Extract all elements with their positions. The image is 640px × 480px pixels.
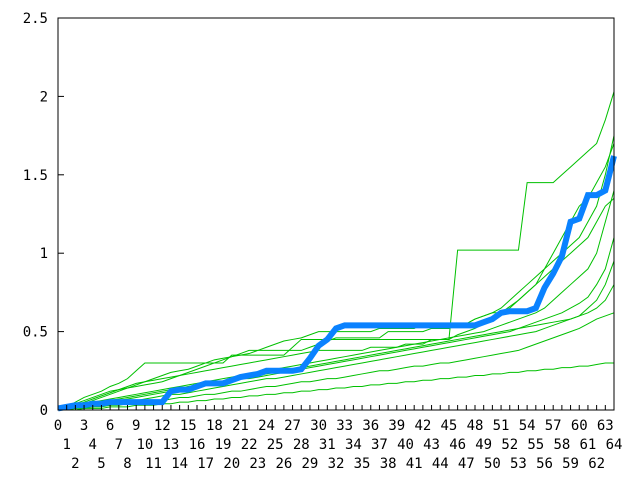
x-tick-label: 44	[432, 456, 449, 472]
x-tick-label: 62	[588, 456, 605, 472]
x-tick-label: 37	[371, 437, 388, 453]
x-tick-label: 2	[71, 456, 79, 472]
x-tick-label: 48	[467, 418, 484, 434]
x-tick-label: 54	[519, 418, 536, 434]
x-tick-label: 19	[215, 437, 232, 453]
y-axis: 0 0.5 1 1.5 2 2.5	[23, 11, 64, 419]
x-tick-label: 26	[275, 456, 292, 472]
series-line-3	[58, 237, 615, 411]
x-tick-label: 49	[475, 437, 492, 453]
x-tick-label: 63	[597, 418, 614, 434]
y-tick-label: 0	[40, 403, 48, 419]
x-tick-label: 56	[536, 456, 553, 472]
x-tick-label: 55	[527, 437, 544, 453]
x-tick-label: 8	[123, 456, 131, 472]
x-tick-label: 13	[163, 437, 180, 453]
x-tick-label: 0	[54, 418, 62, 434]
x-tick-label: 34	[345, 437, 362, 453]
y-tick-label: 2.5	[23, 11, 48, 27]
x-axis: 0123456789101112131415161718192021222324…	[54, 405, 623, 472]
x-tick-label: 28	[293, 437, 310, 453]
series-line-8	[57, 197, 615, 411]
highlight-series-line	[57, 155, 617, 412]
series-line-6	[57, 143, 615, 411]
x-tick-label: 60	[571, 418, 588, 434]
x-tick-label: 4	[89, 437, 97, 453]
series-line-9	[57, 260, 615, 411]
x-tick-label: 57	[545, 418, 562, 434]
x-tick-label: 25	[267, 437, 284, 453]
x-tick-label: 14	[171, 456, 188, 472]
x-tick-label: 50	[484, 456, 501, 472]
series-line-0	[57, 91, 615, 411]
x-tick-label: 27	[284, 418, 301, 434]
x-tick-label: 16	[189, 437, 206, 453]
x-tick-label: 46	[449, 437, 466, 453]
x-tick-label: 6	[106, 418, 114, 434]
x-tick-label: 45	[441, 418, 458, 434]
x-tick-label: 5	[97, 456, 105, 472]
x-tick-label: 30	[310, 418, 327, 434]
x-tick-label: 9	[132, 418, 140, 434]
x-tick-label: 20	[223, 456, 240, 472]
x-tick-label: 51	[493, 418, 510, 434]
x-tick-label: 41	[406, 456, 423, 472]
x-tick-label: 47	[458, 456, 475, 472]
x-tick-label: 22	[241, 437, 258, 453]
series-line-1	[57, 135, 615, 411]
plot-frame	[57, 17, 615, 411]
x-tick-label: 58	[553, 437, 570, 453]
x-tick-label: 12	[154, 418, 171, 434]
x-tick-label: 35	[354, 456, 371, 472]
x-tick-label: 10	[136, 437, 153, 453]
x-tick-label: 52	[501, 437, 518, 453]
series-line-2	[57, 190, 615, 411]
x-tick-label: 11	[145, 456, 162, 472]
x-tick-label: 31	[319, 437, 336, 453]
x-tick-label: 40	[397, 437, 414, 453]
x-tick-label: 36	[362, 418, 379, 434]
x-tick-label: 15	[180, 418, 197, 434]
x-tick-label: 38	[380, 456, 397, 472]
x-tick-label: 18	[206, 418, 223, 434]
y-tick-label: 1.5	[23, 168, 48, 184]
x-tick-label: 43	[423, 437, 440, 453]
x-tick-label: 61	[580, 437, 597, 453]
x-tick-label: 17	[197, 456, 214, 472]
x-tick-label: 23	[249, 456, 266, 472]
x-tick-label: 21	[232, 418, 249, 434]
x-tick-label: 42	[414, 418, 431, 434]
highlight-series-group	[57, 155, 617, 412]
series-line-7	[58, 362, 614, 411]
y-tick-label: 2	[40, 89, 48, 105]
y-tick-label: 0.5	[23, 325, 48, 341]
x-tick-label: 7	[115, 437, 123, 453]
x-tick-label: 33	[336, 418, 353, 434]
x-tick-label: 59	[562, 456, 579, 472]
x-tick-label: 1	[62, 437, 70, 453]
x-tick-label: 24	[258, 418, 275, 434]
x-tick-label: 64	[606, 437, 623, 453]
x-tick-label: 32	[328, 456, 345, 472]
y-tick-label: 1	[40, 246, 48, 262]
x-tick-label: 53	[510, 456, 527, 472]
series-line-4	[57, 284, 615, 411]
background-series-group	[57, 91, 615, 411]
x-tick-label: 3	[80, 418, 88, 434]
x-tick-label: 29	[302, 456, 319, 472]
x-tick-label: 39	[388, 418, 405, 434]
